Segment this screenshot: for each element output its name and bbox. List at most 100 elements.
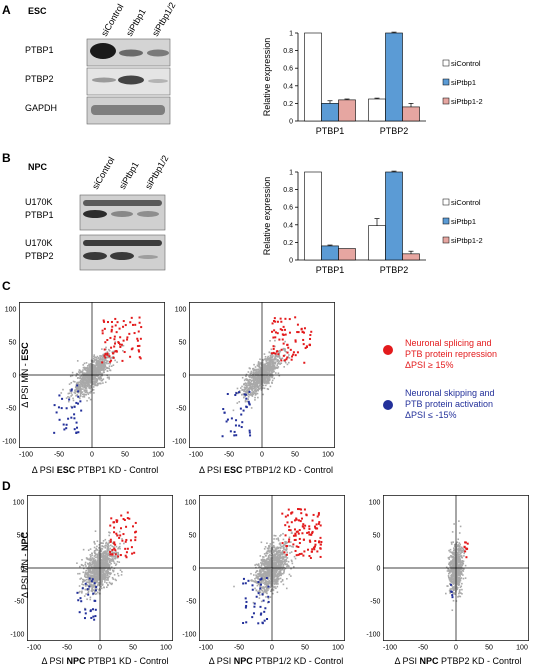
point-red — [315, 523, 318, 526]
point-gray — [285, 563, 287, 566]
point-gray — [100, 578, 103, 580]
y-tick-label: 1 — [289, 170, 293, 177]
point-blue — [242, 409, 245, 412]
point-gray — [106, 551, 108, 553]
point-gray — [98, 565, 101, 567]
point-gray — [94, 584, 97, 587]
point-gray — [262, 577, 265, 580]
point-gray — [254, 577, 256, 580]
point-gray — [81, 373, 84, 375]
point-gray — [87, 575, 90, 578]
point-gray — [461, 582, 463, 585]
point-gray — [107, 548, 109, 551]
point-gray — [103, 359, 105, 361]
point-gray — [74, 381, 76, 383]
point-gray — [93, 360, 95, 362]
point-gray — [290, 551, 293, 553]
point-gray — [95, 547, 98, 550]
point-red — [310, 550, 313, 553]
point-red — [298, 542, 301, 545]
point-gray — [269, 372, 272, 375]
point-gray — [252, 390, 255, 393]
point-red — [123, 518, 126, 521]
point-gray — [90, 367, 92, 370]
point-blue — [75, 421, 78, 424]
point-red — [119, 527, 122, 530]
x-tick-label: 50 — [301, 645, 309, 652]
point-gray — [106, 572, 109, 574]
y-tick-label: 0 — [192, 566, 196, 573]
point-gray — [274, 345, 276, 348]
point-gray — [114, 359, 116, 362]
y-tick-label: 0.4 — [283, 83, 293, 90]
point-gray — [78, 396, 81, 399]
point-gray — [255, 369, 257, 372]
point-gray — [256, 576, 259, 578]
point-gray — [455, 560, 458, 563]
point-gray — [279, 357, 281, 360]
point-gray — [260, 562, 263, 565]
point-gray — [460, 568, 462, 571]
point-red — [274, 352, 277, 355]
point-gray — [97, 369, 99, 371]
point-gray — [263, 381, 265, 383]
point-gray — [102, 565, 105, 567]
point-red — [297, 545, 300, 548]
point-gray — [267, 379, 270, 382]
point-gray — [284, 349, 286, 352]
point-gray — [453, 580, 455, 583]
point-gray — [104, 545, 106, 547]
point-gray — [104, 538, 107, 541]
point-blue — [55, 411, 58, 414]
point-blue — [266, 618, 269, 621]
point-blue — [73, 405, 76, 408]
point-gray — [93, 569, 96, 572]
point-gray — [98, 560, 100, 563]
lane-label: siPtbp1 — [117, 160, 141, 191]
point-gray — [291, 545, 293, 548]
point-gray — [92, 580, 94, 582]
point-gray — [83, 567, 85, 570]
point-gray — [254, 369, 257, 372]
point-red — [126, 338, 129, 341]
point-gray — [93, 365, 95, 368]
point-gray — [85, 384, 87, 387]
point-red — [294, 316, 297, 319]
legend-label: siPtbp1 — [451, 217, 476, 226]
point-red — [124, 554, 127, 557]
point-blue — [93, 582, 96, 585]
point-gray — [253, 375, 256, 378]
point-gray — [284, 540, 286, 543]
point-gray — [286, 577, 288, 580]
point-gray — [94, 566, 97, 569]
point-gray — [87, 558, 90, 561]
legend-swatch — [442, 217, 450, 225]
point-gray — [249, 375, 251, 378]
point-gray — [98, 571, 100, 574]
point-gray — [96, 549, 99, 551]
point-blue — [65, 427, 68, 430]
point-gray — [268, 564, 270, 567]
point-red — [296, 323, 299, 326]
point-gray — [264, 566, 266, 569]
point-gray — [258, 366, 261, 369]
point-gray — [292, 566, 295, 568]
point-gray — [83, 393, 86, 396]
point-gray — [271, 566, 274, 569]
point-gray — [275, 553, 278, 555]
point-gray — [281, 550, 284, 552]
point-gray — [269, 357, 272, 360]
point-gray — [273, 568, 275, 571]
point-gray — [101, 358, 104, 361]
point-gray — [91, 568, 94, 571]
point-gray — [274, 573, 277, 575]
point-gray — [76, 373, 79, 375]
point-gray — [100, 365, 102, 368]
point-gray — [82, 393, 85, 395]
point-red — [122, 325, 125, 328]
point-gray — [274, 581, 276, 584]
point-gray — [269, 339, 271, 342]
point-gray — [284, 350, 286, 353]
point-gray — [458, 553, 460, 556]
